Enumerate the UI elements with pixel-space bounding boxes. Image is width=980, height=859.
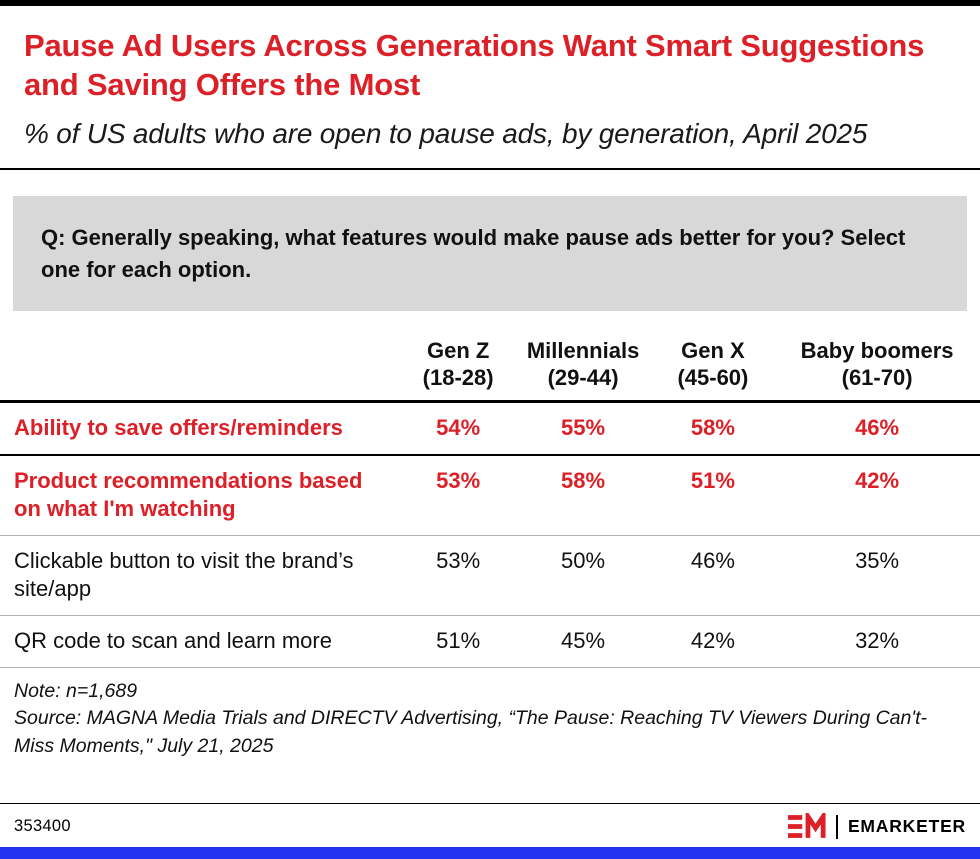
value-cell: 45% (561, 627, 606, 653)
footer-bar: 353400 EMARKETER (0, 803, 980, 847)
page-title: Pause Ad Users Across Generations Want S… (24, 28, 925, 103)
brand-name: EMARKETER (847, 816, 966, 836)
value-cell: 53% (436, 467, 481, 493)
table-row: Clickable button to visit the brand’s si… (0, 535, 980, 616)
data-table: Gen Z (18-28) Millennials (29-44) Gen X … (0, 326, 980, 668)
value-cell: 42% (690, 627, 735, 653)
survey-question-text: Q: Generally speaking, what features wou… (41, 225, 906, 282)
column-range: (29-44) (547, 365, 619, 391)
note-line: Note: n=1,689 (14, 679, 138, 702)
column-header-boomers: Baby boomers (61-70) (774, 326, 980, 403)
value-cell: 46% (855, 414, 900, 440)
category-header-cell (0, 326, 402, 403)
top-border (0, 0, 980, 6)
bottom-border (0, 847, 980, 859)
column-header-millennials: Millennials (29-44) (514, 326, 652, 403)
row-label: QR code to scan and learn more (14, 627, 332, 653)
row-label: Ability to save offers/reminders (14, 414, 343, 440)
chart-header: Pause Ad Users Across Generations Want S… (0, 6, 980, 152)
column-header-genx: Gen X (45-60) (651, 326, 775, 403)
value-cell: 53% (436, 547, 481, 573)
survey-question-box: Q: Generally speaking, what features wou… (13, 196, 967, 311)
chart-id: 353400 (14, 817, 71, 835)
column-name: Gen Z (426, 337, 490, 363)
value-cell: 58% (561, 467, 606, 493)
value-cell: 55% (561, 414, 606, 440)
column-name: Millennials (526, 337, 640, 363)
column-range: (18-28) (422, 365, 494, 391)
column-header-genz: Gen Z (18-28) (401, 326, 515, 403)
table-row: Ability to save offers/reminders 54% 55%… (0, 401, 980, 455)
value-cell: 46% (690, 547, 735, 573)
value-cell: 54% (436, 414, 481, 440)
footnotes: Note: n=1,689 Source: MAGNA Media Trials… (0, 668, 980, 761)
column-name: Gen X (681, 337, 745, 363)
table-header-row: Gen Z (18-28) Millennials (29-44) Gen X … (0, 326, 980, 403)
chart-subtitle: % of US adults who are open to pause ads… (24, 118, 868, 150)
table-row: QR code to scan and learn more 51% 45% 4… (0, 615, 980, 668)
value-cell: 35% (855, 547, 900, 573)
logo-divider (835, 814, 838, 839)
em-logo-icon (787, 813, 826, 838)
value-cell: 32% (855, 627, 900, 653)
row-label: Product recommendations based on what I'… (14, 467, 363, 522)
column-name: Baby boomers (800, 337, 954, 363)
column-range: (61-70) (841, 365, 913, 391)
value-cell: 42% (855, 467, 900, 493)
value-cell: 58% (690, 414, 735, 440)
value-cell: 50% (561, 547, 606, 573)
table-row: Product recommendations based on what I'… (0, 455, 980, 536)
source-line: Source: MAGNA Media Trials and DIRECTV A… (14, 707, 927, 757)
emarketer-logo: EMARKETER (787, 813, 966, 840)
value-cell: 51% (436, 627, 481, 653)
column-range: (45-60) (677, 365, 749, 391)
row-label: Clickable button to visit the brand’s si… (14, 547, 354, 602)
value-cell: 51% (690, 467, 735, 493)
header-divider (0, 168, 980, 171)
